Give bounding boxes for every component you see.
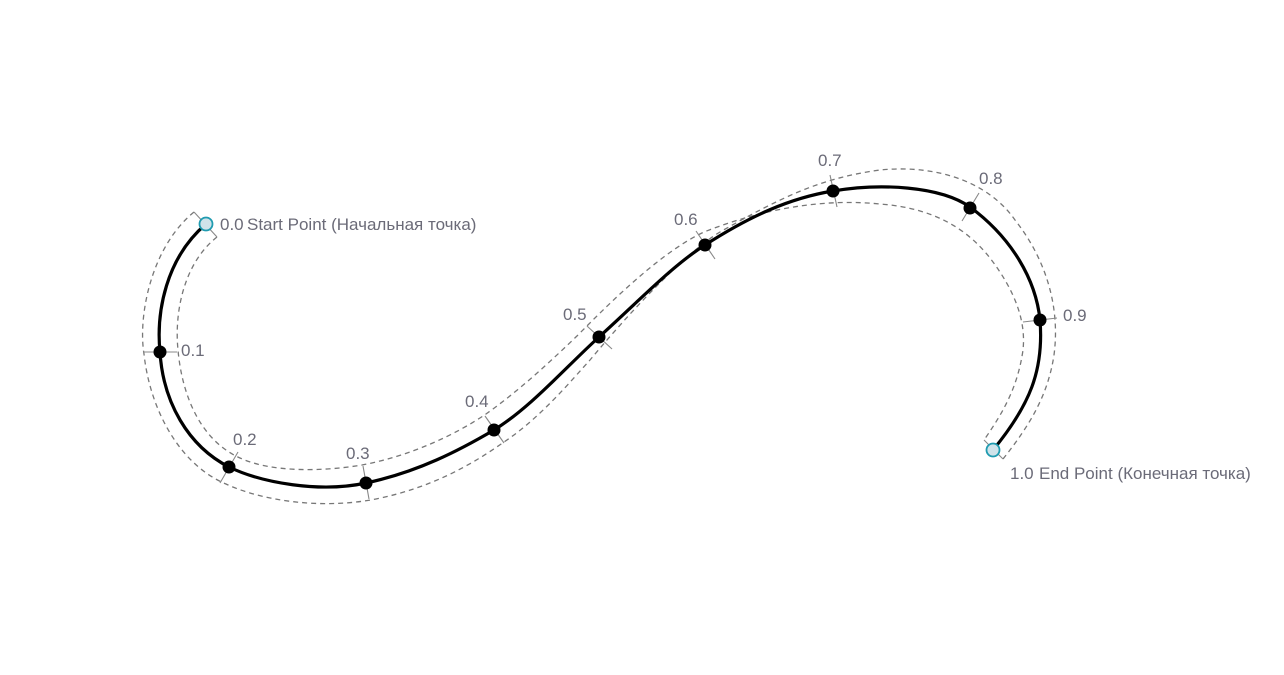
outer-guide-line	[141, 168, 1057, 505]
param-label-0.8: 0.8	[979, 169, 1003, 188]
guide-lines	[141, 168, 1057, 505]
param-point-0.8	[963, 201, 977, 215]
param-label-0.4: 0.4	[465, 392, 489, 411]
labels: 0.0 Start Point (Начальная точка) 0.1 0.…	[181, 151, 1251, 483]
end-point-marker	[985, 442, 1001, 458]
param-label-0.7: 0.7	[818, 151, 842, 170]
start-point-marker	[198, 216, 214, 232]
param-point-0.7	[826, 184, 840, 198]
inner-guide-line	[176, 201, 1025, 471]
param-label-0.6: 0.6	[674, 210, 698, 229]
param-label-0.9: 0.9	[1063, 306, 1087, 325]
param-label-0.1: 0.1	[181, 341, 205, 360]
start-point-label: Start Point (Начальная точка)	[247, 215, 476, 234]
param-point-0.5	[592, 330, 606, 344]
param-label-0.2: 0.2	[233, 430, 257, 449]
param-point-0.1	[153, 345, 167, 359]
param-point-0.4	[487, 423, 501, 437]
param-point-0.6	[698, 238, 712, 252]
param-point-0.2	[222, 460, 236, 474]
param-point-0.3	[359, 476, 373, 490]
end-point-label: End Point (Конечная точка)	[1039, 464, 1251, 483]
param-label-0.5: 0.5	[563, 305, 587, 324]
start-value-label: 0.0	[220, 215, 244, 234]
param-label-0.3: 0.3	[346, 444, 370, 463]
param-point-0.9	[1033, 313, 1047, 327]
end-value-label: 1.0	[1010, 464, 1034, 483]
parameter-points	[153, 184, 1047, 490]
